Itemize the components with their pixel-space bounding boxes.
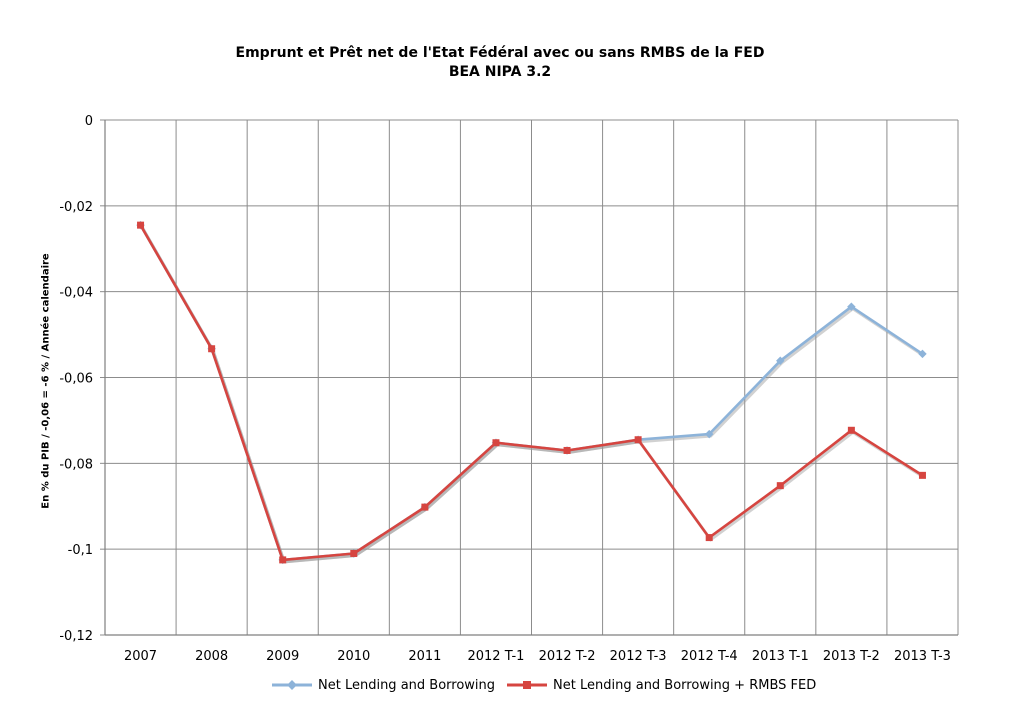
series-line-shadow [140,226,925,564]
x-tick-label: 2007 [124,649,157,664]
data-point [705,534,713,542]
series-line-shadow [140,226,925,564]
x-tick-label: 2012 T-1 [467,649,524,664]
data-point [563,446,571,454]
x-tick-label: 2010 [337,649,370,664]
y-tick-label: -0,1 [68,543,93,558]
x-tick-label: 2011 [408,649,441,664]
y-tick-label: -0,12 [59,629,93,644]
data-point [350,549,358,557]
axes [100,119,958,636]
x-tick-label: 2013 T-1 [752,649,809,664]
gridlines [104,119,959,636]
data-point [776,356,785,366]
y-tick-label: 0 [85,114,93,129]
x-tick-label: 2013 T-2 [823,649,880,664]
y-tick-label: -0,02 [59,200,93,215]
legend-label-series-2: Net Lending and Borrowing + RMBS FED [553,677,817,693]
legend: Net Lending and Borrowing Net Lending an… [270,675,826,695]
series-lines [136,220,927,565]
data-point [918,349,927,359]
data-point [492,439,500,447]
x-tick-label: 2012 T-4 [681,649,738,664]
data-point [137,221,145,229]
data-point [208,345,216,353]
data-point [279,556,287,564]
legend-item-series-2: Net Lending and Borrowing + RMBS FED [505,677,816,693]
y-tick-label: -0,08 [59,457,93,472]
chart-title: Emprunt et Prêt net de l'Etat Fédéral av… [0,44,1000,82]
x-tick-label: 2013 T-3 [894,649,951,664]
series-line [139,224,924,562]
chart-title-line: Emprunt et Prêt net de l'Etat Fédéral av… [235,45,765,61]
x-tick-label: 2012 T-2 [539,649,596,664]
x-tick-label: 2012 T-3 [610,649,667,664]
y-tick-label: -0,06 [59,372,93,387]
x-tick-label: 2008 [195,649,228,664]
data-point [421,503,429,511]
x-tick-labels: 2007 2008 2009 2010 2011 2012 T-1 2012 T-2 2012… [124,649,951,664]
legend-swatch-series-2 [507,681,548,689]
data-point [847,426,855,434]
legend-swatch-series-1 [272,680,312,690]
chart-subtitle-line: BEA NIPA 3.2 [448,64,552,80]
x-tick-label: 2009 [266,649,299,664]
y-tick-label: -0,04 [59,286,93,301]
data-point [634,436,642,444]
data-point [776,482,784,490]
legend-item-series-1: Net Lending and Borrowing [270,677,495,693]
data-point [918,471,926,479]
data-point [847,302,856,311]
series-2 [137,221,926,564]
data-point [704,429,714,439]
y-tick-labels: 0 -0,02 -0,04 -0,06 -0,08 -0,1 -0,12 [59,114,93,644]
legend-label-series-1: Net Lending and Borrowing [318,677,496,693]
